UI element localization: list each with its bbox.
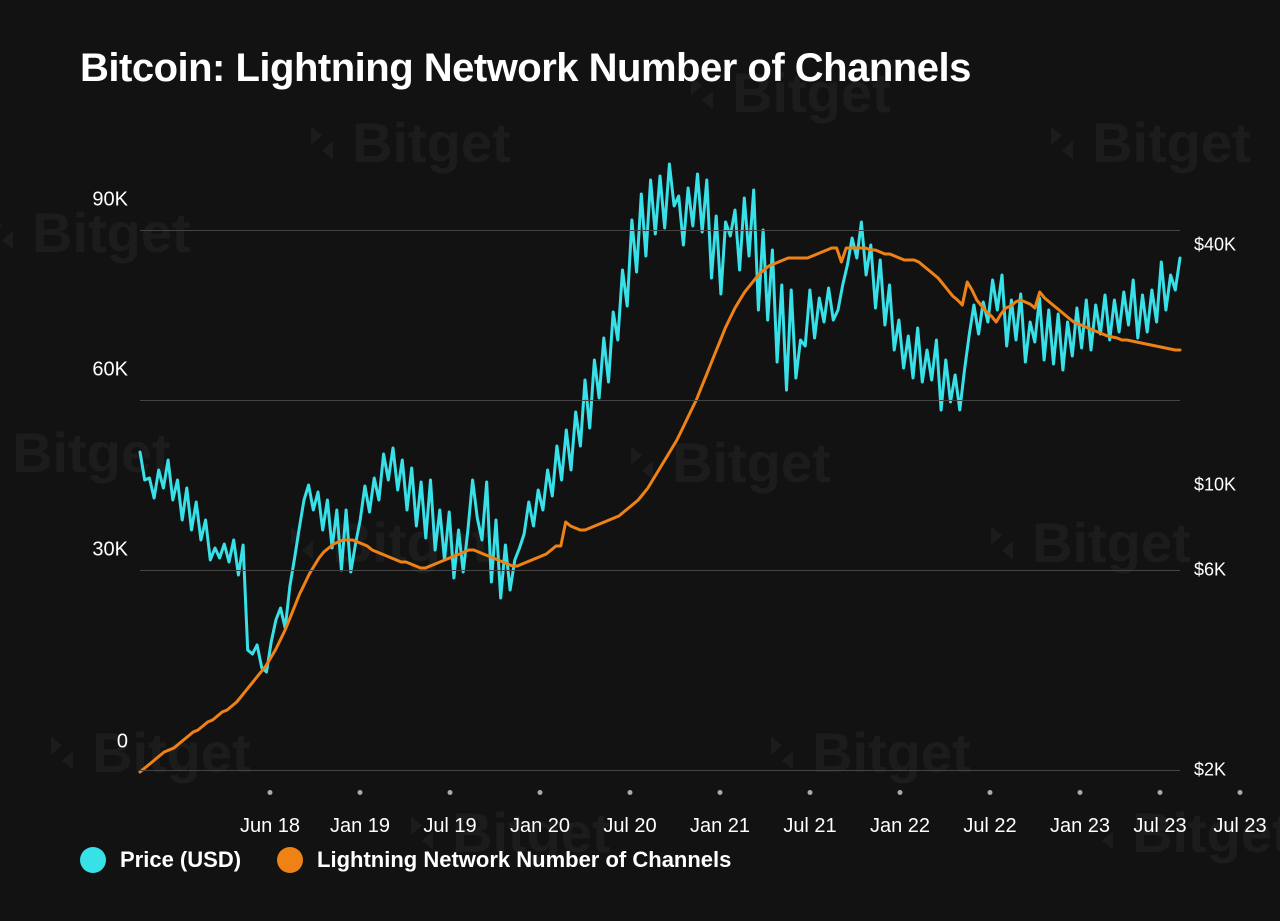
x-tick	[988, 790, 993, 795]
x-tick-label: Jan 19	[330, 815, 390, 838]
x-tick-label: Jan 22	[870, 815, 930, 838]
x-tick-label: Jul 23	[1133, 815, 1186, 838]
x-tick	[358, 790, 363, 795]
x-tick	[1238, 790, 1243, 795]
y-left-tick-label: 30K	[80, 539, 128, 562]
x-tick	[808, 790, 813, 795]
x-tick-label: Jan 23	[1050, 815, 1110, 838]
x-tick-label: Jul 21	[783, 815, 836, 838]
x-tick	[718, 790, 723, 795]
x-tick	[898, 790, 903, 795]
x-tick-label: Jul 20	[603, 815, 656, 838]
x-tick	[448, 790, 453, 795]
legend-item-channels: Lightning Network Number of Channels	[277, 847, 731, 873]
legend-label-channels: Lightning Network Number of Channels	[317, 847, 731, 873]
x-tick-label: Jan 21	[690, 815, 750, 838]
y-right-tick-label: $2K	[1194, 760, 1226, 781]
chart-area: 030K60K90K$2K$6K$10K$40KJun 18Jan 19Jul …	[80, 150, 1190, 790]
x-tick-label: Jul 22	[963, 815, 1016, 838]
x-tick-label: Jan 20	[510, 815, 570, 838]
x-tick-label: Jul 19	[423, 815, 476, 838]
gridline	[140, 230, 1180, 231]
chart-title: Bitcoin: Lightning Network Number of Cha…	[80, 46, 971, 91]
x-tick	[268, 790, 273, 795]
chart-svg	[80, 150, 1190, 850]
legend-item-price: Price (USD)	[80, 847, 241, 873]
y-left-tick-label: 60K	[80, 359, 128, 382]
y-right-tick-label: $40K	[1194, 235, 1236, 256]
legend-dot-channels	[277, 847, 303, 873]
x-tick-label: Jun 18	[240, 815, 300, 838]
legend-label-price: Price (USD)	[120, 847, 241, 873]
legend: Price (USD) Lightning Network Number of …	[80, 847, 731, 873]
y-right-tick-label: $10K	[1194, 475, 1236, 496]
x-tick	[1078, 790, 1083, 795]
gridline	[140, 400, 1180, 401]
y-right-tick-label: $6K	[1194, 560, 1226, 581]
x-tick	[1158, 790, 1163, 795]
gridline	[140, 570, 1180, 571]
series-line	[140, 164, 1180, 672]
x-tick	[628, 790, 633, 795]
legend-dot-price	[80, 847, 106, 873]
x-tick-label: Jul 23	[1213, 815, 1266, 838]
x-tick	[538, 790, 543, 795]
y-left-tick-label: 90K	[80, 189, 128, 212]
y-left-tick-label: 0	[80, 731, 128, 754]
gridline	[140, 770, 1180, 771]
